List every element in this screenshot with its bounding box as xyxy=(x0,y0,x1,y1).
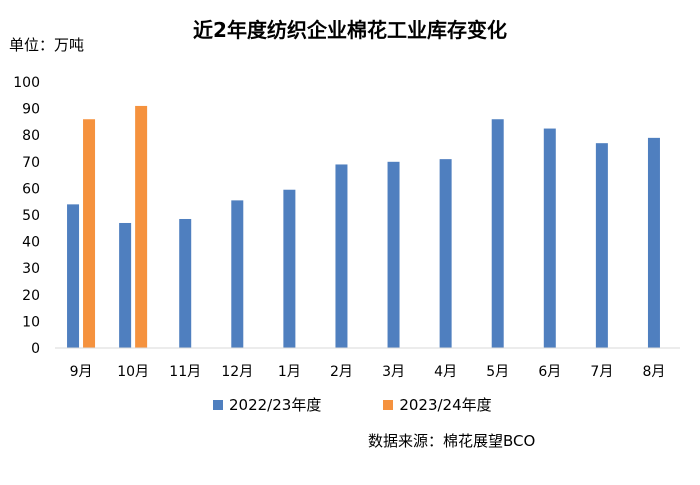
y-tick-label: 70 xyxy=(22,155,40,171)
source-note: 数据来源：棉花展望BCO xyxy=(368,432,536,450)
y-tick-label: 100 xyxy=(13,75,40,91)
legend-item-series-2: 2023/24年度 xyxy=(383,394,492,415)
x-tick-label: 11月 xyxy=(169,364,201,380)
bar-series-1 xyxy=(439,159,452,348)
bar-series-1 xyxy=(231,200,244,348)
x-tick-label: 10月 xyxy=(117,364,149,380)
legend-swatch xyxy=(213,399,223,410)
bar-series-1 xyxy=(179,218,192,348)
bar-series-1 xyxy=(119,222,132,348)
x-tick-label: 2月 xyxy=(330,364,353,380)
x-tick-label: 5月 xyxy=(486,364,509,380)
y-tick-label: 60 xyxy=(22,181,40,197)
bar-series-2 xyxy=(83,119,96,349)
y-tick-label: 0 xyxy=(31,341,40,357)
unit-label: 单位：万吨 xyxy=(9,36,85,54)
y-tick-label: 80 xyxy=(22,128,40,144)
x-tick-label: 8月 xyxy=(642,364,665,380)
x-tick-label: 7月 xyxy=(590,364,613,380)
bar-series-1 xyxy=(543,128,556,348)
bar-series-1 xyxy=(67,204,80,348)
x-tick-label: 3月 xyxy=(382,364,405,380)
y-tick-label: 30 xyxy=(22,261,40,277)
bar-series-1 xyxy=(491,119,504,349)
y-tick-label: 40 xyxy=(22,235,40,251)
legend-swatch xyxy=(383,399,394,410)
y-axis-ticks: 0 10 20 30 40 50 60 70 80 90 100 xyxy=(13,75,40,357)
chart-title: 近2年度纺织企业棉花工业库存变化 xyxy=(193,18,507,42)
y-tick-label: 10 xyxy=(22,314,40,330)
x-tick-label: 1月 xyxy=(278,364,301,380)
x-tick-label: 9月 xyxy=(70,364,93,380)
legend-label: 2023/24年度 xyxy=(399,396,492,414)
bar-series-2 xyxy=(135,105,148,348)
legend-item-series-1: 2022/23年度 xyxy=(213,394,321,415)
bar-series-1 xyxy=(647,137,660,348)
x-axis-ticks: 9月 10月 11月 12月 1月 2月 3月 4月 5月 6月 7月 8月 xyxy=(70,364,666,380)
bar-series-1 xyxy=(595,143,608,348)
legend: 2022/23年度 2023/24年度 xyxy=(213,394,554,415)
x-tick-label: 12月 xyxy=(221,364,253,380)
bar-series-1 xyxy=(335,164,348,348)
x-tick-label: 6月 xyxy=(538,364,561,380)
y-tick-label: 90 xyxy=(22,102,40,118)
y-tick-label: 20 xyxy=(22,288,40,304)
y-tick-label: 50 xyxy=(22,208,40,224)
bar-series-1 xyxy=(283,189,296,348)
bar-series-1 xyxy=(387,161,400,348)
legend-label: 2022/23年度 xyxy=(229,396,322,414)
x-tick-label: 4月 xyxy=(434,364,457,380)
bars xyxy=(67,105,660,349)
